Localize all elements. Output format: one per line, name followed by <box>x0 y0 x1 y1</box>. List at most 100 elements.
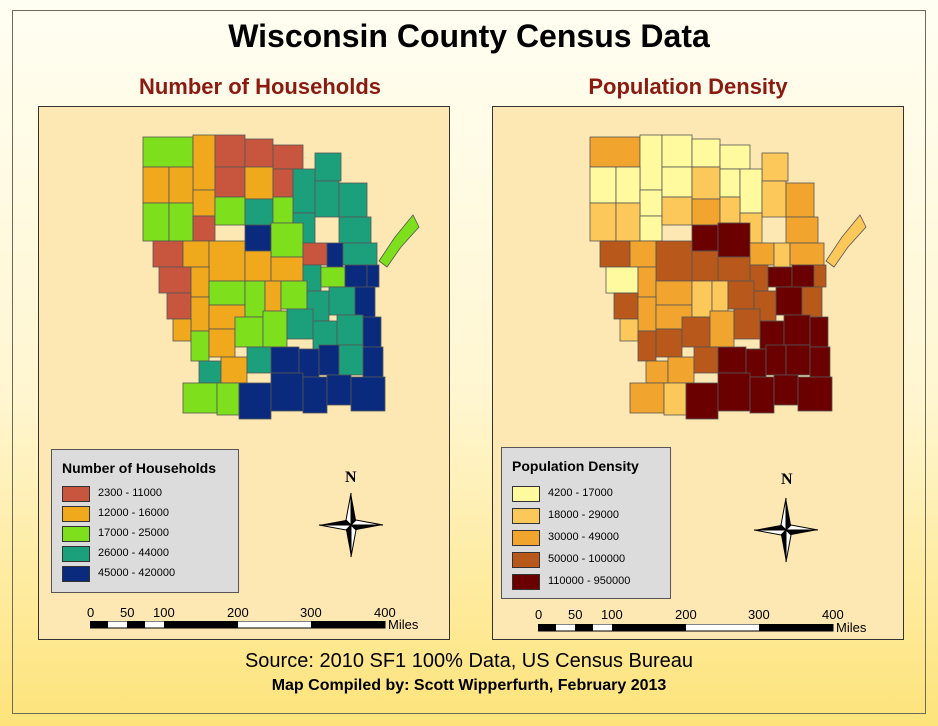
scale-tick-label: 200 <box>227 605 249 620</box>
county-polygon <box>691 250 719 282</box>
legend-label: 2300 - 11000 <box>98 487 163 499</box>
county-polygon <box>302 376 328 414</box>
county-polygon <box>338 182 368 218</box>
county-polygon <box>739 168 763 214</box>
county-polygon <box>765 344 787 376</box>
scale-bar <box>90 621 386 629</box>
county-polygon <box>314 180 340 218</box>
county-polygon <box>589 166 617 204</box>
county-polygon <box>733 308 761 340</box>
county-polygon <box>775 286 803 316</box>
county-polygon <box>354 286 376 318</box>
legend-swatch <box>512 552 540 568</box>
scale-tick-label: 400 <box>374 605 396 620</box>
county-polygon <box>655 280 693 306</box>
county-polygon <box>244 224 272 252</box>
legend-swatch <box>62 546 90 562</box>
county-polygon <box>717 372 751 412</box>
density-legend: Population Density 4200 - 17000 18000 - … <box>501 447 671 599</box>
county-polygon <box>338 344 364 376</box>
legend-label: 18000 - 29000 <box>548 509 619 521</box>
county-polygon <box>320 266 346 288</box>
county-polygon <box>629 382 665 414</box>
county-polygon <box>639 215 663 242</box>
county-polygon <box>190 266 210 298</box>
scale-unit-label: Miles <box>836 620 867 635</box>
county-polygon <box>685 382 719 420</box>
scale-tick-label: 300 <box>300 605 322 620</box>
county-polygon <box>717 256 751 282</box>
county-polygon <box>292 168 316 214</box>
county-polygon <box>244 138 274 168</box>
county-polygon <box>238 382 272 420</box>
county-polygon <box>190 296 210 332</box>
county-polygon <box>192 134 216 191</box>
county-polygon <box>691 198 721 226</box>
county-polygon <box>645 360 669 384</box>
county-polygon <box>749 242 775 266</box>
county-polygon <box>366 264 380 288</box>
county-polygon <box>667 356 695 384</box>
county-polygon <box>152 240 184 268</box>
county-polygon <box>691 166 721 200</box>
county-polygon <box>328 286 356 316</box>
county-polygon <box>785 216 819 244</box>
county-polygon <box>272 196 294 224</box>
legend-swatch <box>62 526 90 542</box>
county-polygon <box>661 196 693 226</box>
county-polygon <box>773 374 799 406</box>
scale-tick-label: 50 <box>120 605 135 620</box>
county-polygon <box>711 280 729 312</box>
density-map-panel: Population Density 4200 - 17000 18000 - … <box>492 106 904 640</box>
legend-swatch <box>62 506 90 522</box>
scale-tick-label: 300 <box>748 607 770 622</box>
county-polygon <box>655 240 693 282</box>
county-polygon <box>691 224 719 252</box>
county-polygon <box>166 292 192 320</box>
county-polygon <box>709 310 735 348</box>
county-polygon <box>270 256 304 282</box>
door-peninsula-polygon <box>378 214 420 268</box>
county-polygon <box>326 374 352 406</box>
county-polygon <box>270 372 304 412</box>
county-polygon <box>190 330 210 362</box>
county-polygon <box>244 166 274 200</box>
county-polygon <box>362 316 382 348</box>
legend-label: 110000 - 950000 <box>548 575 631 587</box>
county-polygon <box>719 168 741 198</box>
scale-tick-label: 0 <box>535 607 543 622</box>
county-polygon <box>350 376 386 412</box>
county-polygon <box>809 346 831 378</box>
county-polygon <box>637 330 657 362</box>
legend-label: 50000 - 100000 <box>548 553 626 565</box>
county-polygon <box>234 316 264 348</box>
scale-unit-label: Miles <box>388 617 419 632</box>
households-legend: Number of Households 2300 - 11000 12000 … <box>51 449 239 593</box>
county-polygon <box>655 328 683 358</box>
county-polygon <box>813 264 827 288</box>
legend-swatch <box>62 566 90 582</box>
county-polygon <box>785 344 811 376</box>
county-polygon <box>801 286 823 318</box>
county-polygon <box>168 202 194 242</box>
county-polygon <box>691 280 713 318</box>
scale-tick-label: 100 <box>601 607 623 622</box>
county-polygon <box>637 296 657 332</box>
scale-tick-label: 0 <box>87 605 95 620</box>
county-polygon <box>717 346 747 374</box>
county-polygon <box>637 266 657 298</box>
county-polygon <box>326 242 344 268</box>
county-polygon <box>272 168 294 198</box>
legend-label: 26000 - 44000 <box>98 547 169 559</box>
county-polygon <box>661 134 693 168</box>
county-polygon <box>693 346 719 374</box>
map-frame <box>12 10 926 714</box>
county-polygon <box>589 202 617 242</box>
county-polygon <box>639 189 663 217</box>
county-polygon <box>270 346 300 374</box>
county-polygon <box>220 356 248 384</box>
county-polygon <box>198 360 222 384</box>
county-polygon <box>142 136 194 168</box>
county-polygon <box>168 166 194 204</box>
county-polygon <box>214 134 246 168</box>
